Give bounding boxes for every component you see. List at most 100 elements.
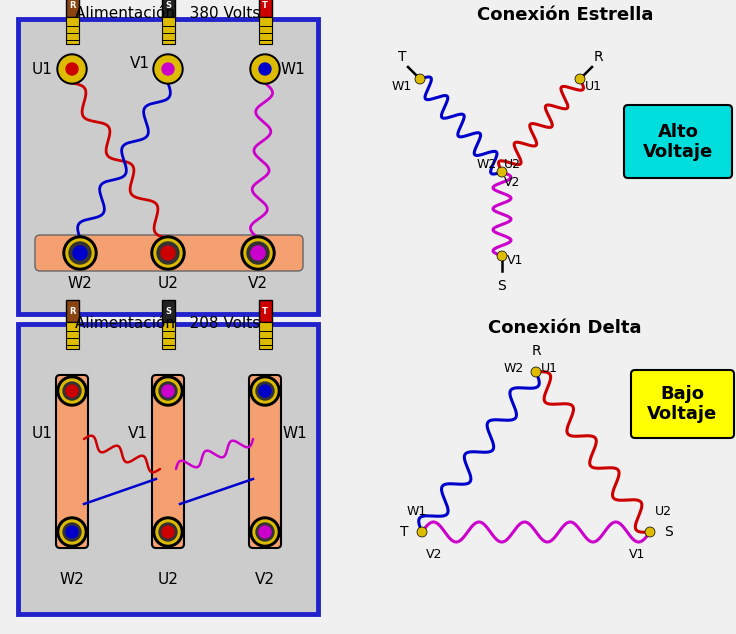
- FancyBboxPatch shape: [56, 375, 88, 548]
- Circle shape: [417, 527, 427, 537]
- Bar: [161, 300, 174, 322]
- Bar: [66, 17, 79, 44]
- Circle shape: [57, 54, 87, 84]
- Circle shape: [415, 74, 425, 84]
- Circle shape: [575, 74, 585, 84]
- Text: W2: W2: [60, 571, 85, 586]
- Text: V2: V2: [255, 571, 275, 586]
- Circle shape: [253, 520, 277, 544]
- Circle shape: [252, 56, 278, 82]
- Text: V1: V1: [130, 56, 150, 72]
- Circle shape: [531, 367, 541, 377]
- Text: S: S: [498, 279, 506, 293]
- Circle shape: [241, 236, 275, 270]
- Text: W2: W2: [68, 276, 93, 292]
- Bar: [258, 322, 272, 349]
- Circle shape: [259, 526, 271, 538]
- Circle shape: [497, 167, 507, 177]
- Circle shape: [156, 379, 180, 403]
- Text: W2: W2: [477, 157, 497, 171]
- Text: T: T: [262, 306, 268, 316]
- Circle shape: [66, 239, 94, 267]
- Circle shape: [159, 523, 177, 541]
- Circle shape: [153, 517, 183, 547]
- Circle shape: [66, 385, 78, 397]
- Circle shape: [247, 242, 269, 264]
- Circle shape: [63, 523, 81, 541]
- Circle shape: [256, 382, 274, 400]
- Circle shape: [60, 379, 84, 403]
- Circle shape: [66, 63, 78, 75]
- Text: Alimentación   380 Volts: Alimentación 380 Volts: [75, 6, 261, 21]
- Circle shape: [259, 63, 271, 75]
- Bar: [258, 17, 272, 44]
- Text: S: S: [165, 306, 171, 316]
- Circle shape: [153, 376, 183, 406]
- Circle shape: [251, 246, 265, 260]
- Text: V2: V2: [426, 548, 442, 561]
- Text: T: T: [400, 525, 408, 539]
- Circle shape: [497, 251, 507, 261]
- Text: R: R: [593, 50, 603, 64]
- Text: W2: W2: [503, 363, 524, 375]
- Text: S: S: [165, 1, 171, 11]
- Circle shape: [162, 385, 174, 397]
- Text: U1: U1: [541, 363, 558, 375]
- Text: T: T: [262, 1, 268, 11]
- Circle shape: [157, 242, 179, 264]
- Circle shape: [244, 239, 272, 267]
- FancyBboxPatch shape: [18, 19, 318, 314]
- Circle shape: [159, 382, 177, 400]
- FancyBboxPatch shape: [18, 324, 318, 614]
- Circle shape: [69, 242, 91, 264]
- Bar: [66, 322, 79, 349]
- Circle shape: [63, 236, 97, 270]
- Text: R: R: [68, 306, 75, 316]
- Text: Alto
Voltaje: Alto Voltaje: [643, 122, 713, 162]
- Text: Conexión Delta: Conexión Delta: [488, 319, 642, 337]
- Text: Bajo
Voltaje: Bajo Voltaje: [647, 385, 717, 424]
- Circle shape: [259, 385, 271, 397]
- Text: U1: U1: [585, 81, 602, 93]
- Circle shape: [161, 246, 175, 260]
- Text: U2: U2: [158, 276, 178, 292]
- Circle shape: [256, 523, 274, 541]
- Text: V1: V1: [507, 254, 523, 266]
- Text: V2: V2: [504, 176, 520, 188]
- Text: U1: U1: [32, 427, 52, 441]
- Circle shape: [57, 517, 87, 547]
- Text: S: S: [664, 525, 673, 539]
- FancyBboxPatch shape: [152, 375, 184, 548]
- Bar: [66, 300, 79, 322]
- Bar: [66, 0, 79, 17]
- Circle shape: [59, 56, 85, 82]
- Bar: [161, 0, 174, 17]
- Circle shape: [73, 246, 87, 260]
- Circle shape: [63, 382, 81, 400]
- Circle shape: [645, 527, 655, 537]
- Circle shape: [154, 239, 182, 267]
- Circle shape: [162, 526, 174, 538]
- Text: U2: U2: [158, 571, 178, 586]
- Circle shape: [250, 54, 280, 84]
- Bar: [161, 322, 174, 349]
- Text: W1: W1: [392, 81, 412, 93]
- Text: R: R: [68, 1, 75, 11]
- Text: Alimentación   208 Volts: Alimentación 208 Volts: [75, 316, 261, 331]
- Bar: [161, 17, 174, 44]
- Circle shape: [57, 376, 87, 406]
- Circle shape: [156, 520, 180, 544]
- Text: W1: W1: [280, 61, 305, 77]
- Text: U1: U1: [32, 61, 52, 77]
- Text: W1: W1: [283, 427, 308, 441]
- Bar: [258, 0, 272, 17]
- FancyBboxPatch shape: [631, 370, 734, 438]
- Text: V2: V2: [248, 276, 268, 292]
- FancyBboxPatch shape: [249, 375, 281, 548]
- FancyBboxPatch shape: [624, 105, 732, 178]
- Circle shape: [60, 520, 84, 544]
- Text: U2: U2: [655, 505, 672, 518]
- Circle shape: [253, 379, 277, 403]
- Circle shape: [155, 56, 181, 82]
- Bar: [258, 300, 272, 322]
